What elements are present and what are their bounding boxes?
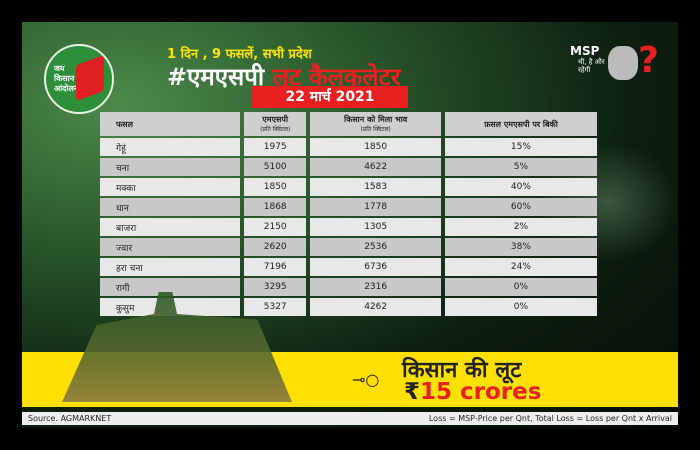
header-label: एमएसपी bbox=[262, 114, 289, 124]
table-cell: 1868 bbox=[244, 198, 307, 216]
table-cell: 3295 bbox=[244, 278, 307, 296]
table-row: हरा चना 7196 6736 24% bbox=[100, 258, 597, 276]
table-cell: 2536 bbox=[310, 238, 441, 256]
header-unit: (प्रति क्विंटल) bbox=[260, 125, 291, 133]
table-cell: बाजरा bbox=[100, 218, 240, 236]
table-row: बाजरा 2150 1305 2% bbox=[100, 218, 597, 236]
table-cell: 24% bbox=[444, 258, 597, 276]
date-badge: 22 मार्च 2021 bbox=[252, 86, 408, 108]
table-cell: धान bbox=[100, 198, 240, 216]
logo-text: किसान bbox=[54, 74, 75, 83]
title-white: #एमएसपी bbox=[167, 63, 265, 91]
rupee-symbol: ₹ bbox=[404, 379, 421, 405]
table-row: रागी 3295 2316 0% bbox=[100, 278, 597, 296]
header-label: फ़सल एमएसपी पर बिकी bbox=[484, 119, 558, 129]
table-row: मक्का 1850 1583 40% bbox=[100, 178, 597, 196]
table-cell: 4262 bbox=[310, 298, 441, 316]
table-cell: 1850 bbox=[310, 138, 441, 156]
table-cell: 5327 bbox=[244, 298, 307, 316]
table-cell: 1583 bbox=[310, 178, 441, 196]
column-header: एमएसपी (प्रति क्विंटल) bbox=[244, 112, 307, 136]
table-row: गेहूं 1975 1850 15% bbox=[100, 138, 597, 156]
poster: जय किसान आंदोलन 1 दिन , 9 फसलें, सभी प्र… bbox=[22, 22, 678, 428]
table-cell: 5% bbox=[444, 158, 597, 176]
table-cell: मक्का bbox=[100, 178, 240, 196]
column-header: किसान को मिला भाव (प्रति क्विंटल) bbox=[310, 112, 441, 136]
amount-text: 15 crores bbox=[420, 379, 542, 405]
header-label: किसान को मिला भाव bbox=[344, 114, 408, 124]
formula-text: Loss = MSP-Price per Qnt, Total Loss = L… bbox=[428, 414, 672, 423]
footer-bar: Source. AGMARKNET Loss = MSP-Price per Q… bbox=[22, 412, 678, 425]
table-row: ज्वार 2620 2536 38% bbox=[100, 238, 597, 256]
table-cell: 1778 bbox=[310, 198, 441, 216]
table-cell: 2% bbox=[444, 218, 597, 236]
source-text: Source. AGMARKNET bbox=[28, 414, 112, 423]
table-cell: 15% bbox=[444, 138, 597, 156]
table-cell: 2316 bbox=[310, 278, 441, 296]
table-row: धान 1868 1778 60% bbox=[100, 198, 597, 216]
logo: जय किसान आंदोलन bbox=[44, 44, 114, 114]
table-cell: चना bbox=[100, 158, 240, 176]
table-cell: 0% bbox=[444, 298, 597, 316]
header-unit: (प्रति क्विंटल) bbox=[360, 125, 391, 133]
msp-table: फसल एमएसपी (प्रति क्विंटल) किसान को मिला भा… bbox=[96, 110, 601, 318]
logo-text: आंदोलन bbox=[54, 84, 79, 93]
table-cell: 1305 bbox=[310, 218, 441, 236]
table-cell: 38% bbox=[444, 238, 597, 256]
subtitle: 1 दिन , 9 फसलें, सभी प्रदेश bbox=[167, 47, 312, 62]
logo-text: जय bbox=[54, 64, 65, 73]
table-cell: गेहूं bbox=[100, 138, 240, 156]
banner-headline: किसान की लूट bbox=[402, 358, 522, 383]
column-header: फ़सल एमएसपी पर बिकी bbox=[444, 112, 597, 136]
table-cell: 40% bbox=[444, 178, 597, 196]
table-cell: 60% bbox=[444, 198, 597, 216]
portrait-image bbox=[608, 46, 638, 80]
question-mark: ? bbox=[638, 40, 659, 81]
msp-badge: MSP थी, है और रहेगी ? bbox=[570, 40, 670, 84]
table-cell: 7196 bbox=[244, 258, 307, 276]
msp-label: MSP bbox=[570, 44, 600, 58]
table-cell: रागी bbox=[100, 278, 240, 296]
table-cell: 2620 bbox=[244, 238, 307, 256]
key-icon: ⊸○ bbox=[352, 370, 380, 389]
table-cell: 5100 bbox=[244, 158, 307, 176]
msp-tagline: थी, है और रहेगी bbox=[578, 58, 605, 74]
table-cell: 0% bbox=[444, 278, 597, 296]
table-cell: 6736 bbox=[310, 258, 441, 276]
table-cell: 1850 bbox=[244, 178, 307, 196]
table-cell: 4622 bbox=[310, 158, 441, 176]
table-cell: 1975 bbox=[244, 138, 307, 156]
table-cell: हरा चना bbox=[100, 258, 240, 276]
banner-amount: ₹15 crores bbox=[404, 379, 541, 405]
header-label: फसल bbox=[116, 119, 133, 129]
table-row: चना 5100 4622 5% bbox=[100, 158, 597, 176]
table-cell: 2150 bbox=[244, 218, 307, 236]
table-cell: ज्वार bbox=[100, 238, 240, 256]
column-header: फसल bbox=[100, 112, 240, 136]
flag-icon bbox=[76, 54, 104, 102]
